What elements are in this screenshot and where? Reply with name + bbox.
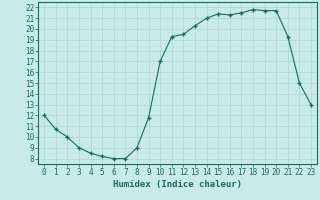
X-axis label: Humidex (Indice chaleur): Humidex (Indice chaleur) xyxy=(113,180,242,189)
